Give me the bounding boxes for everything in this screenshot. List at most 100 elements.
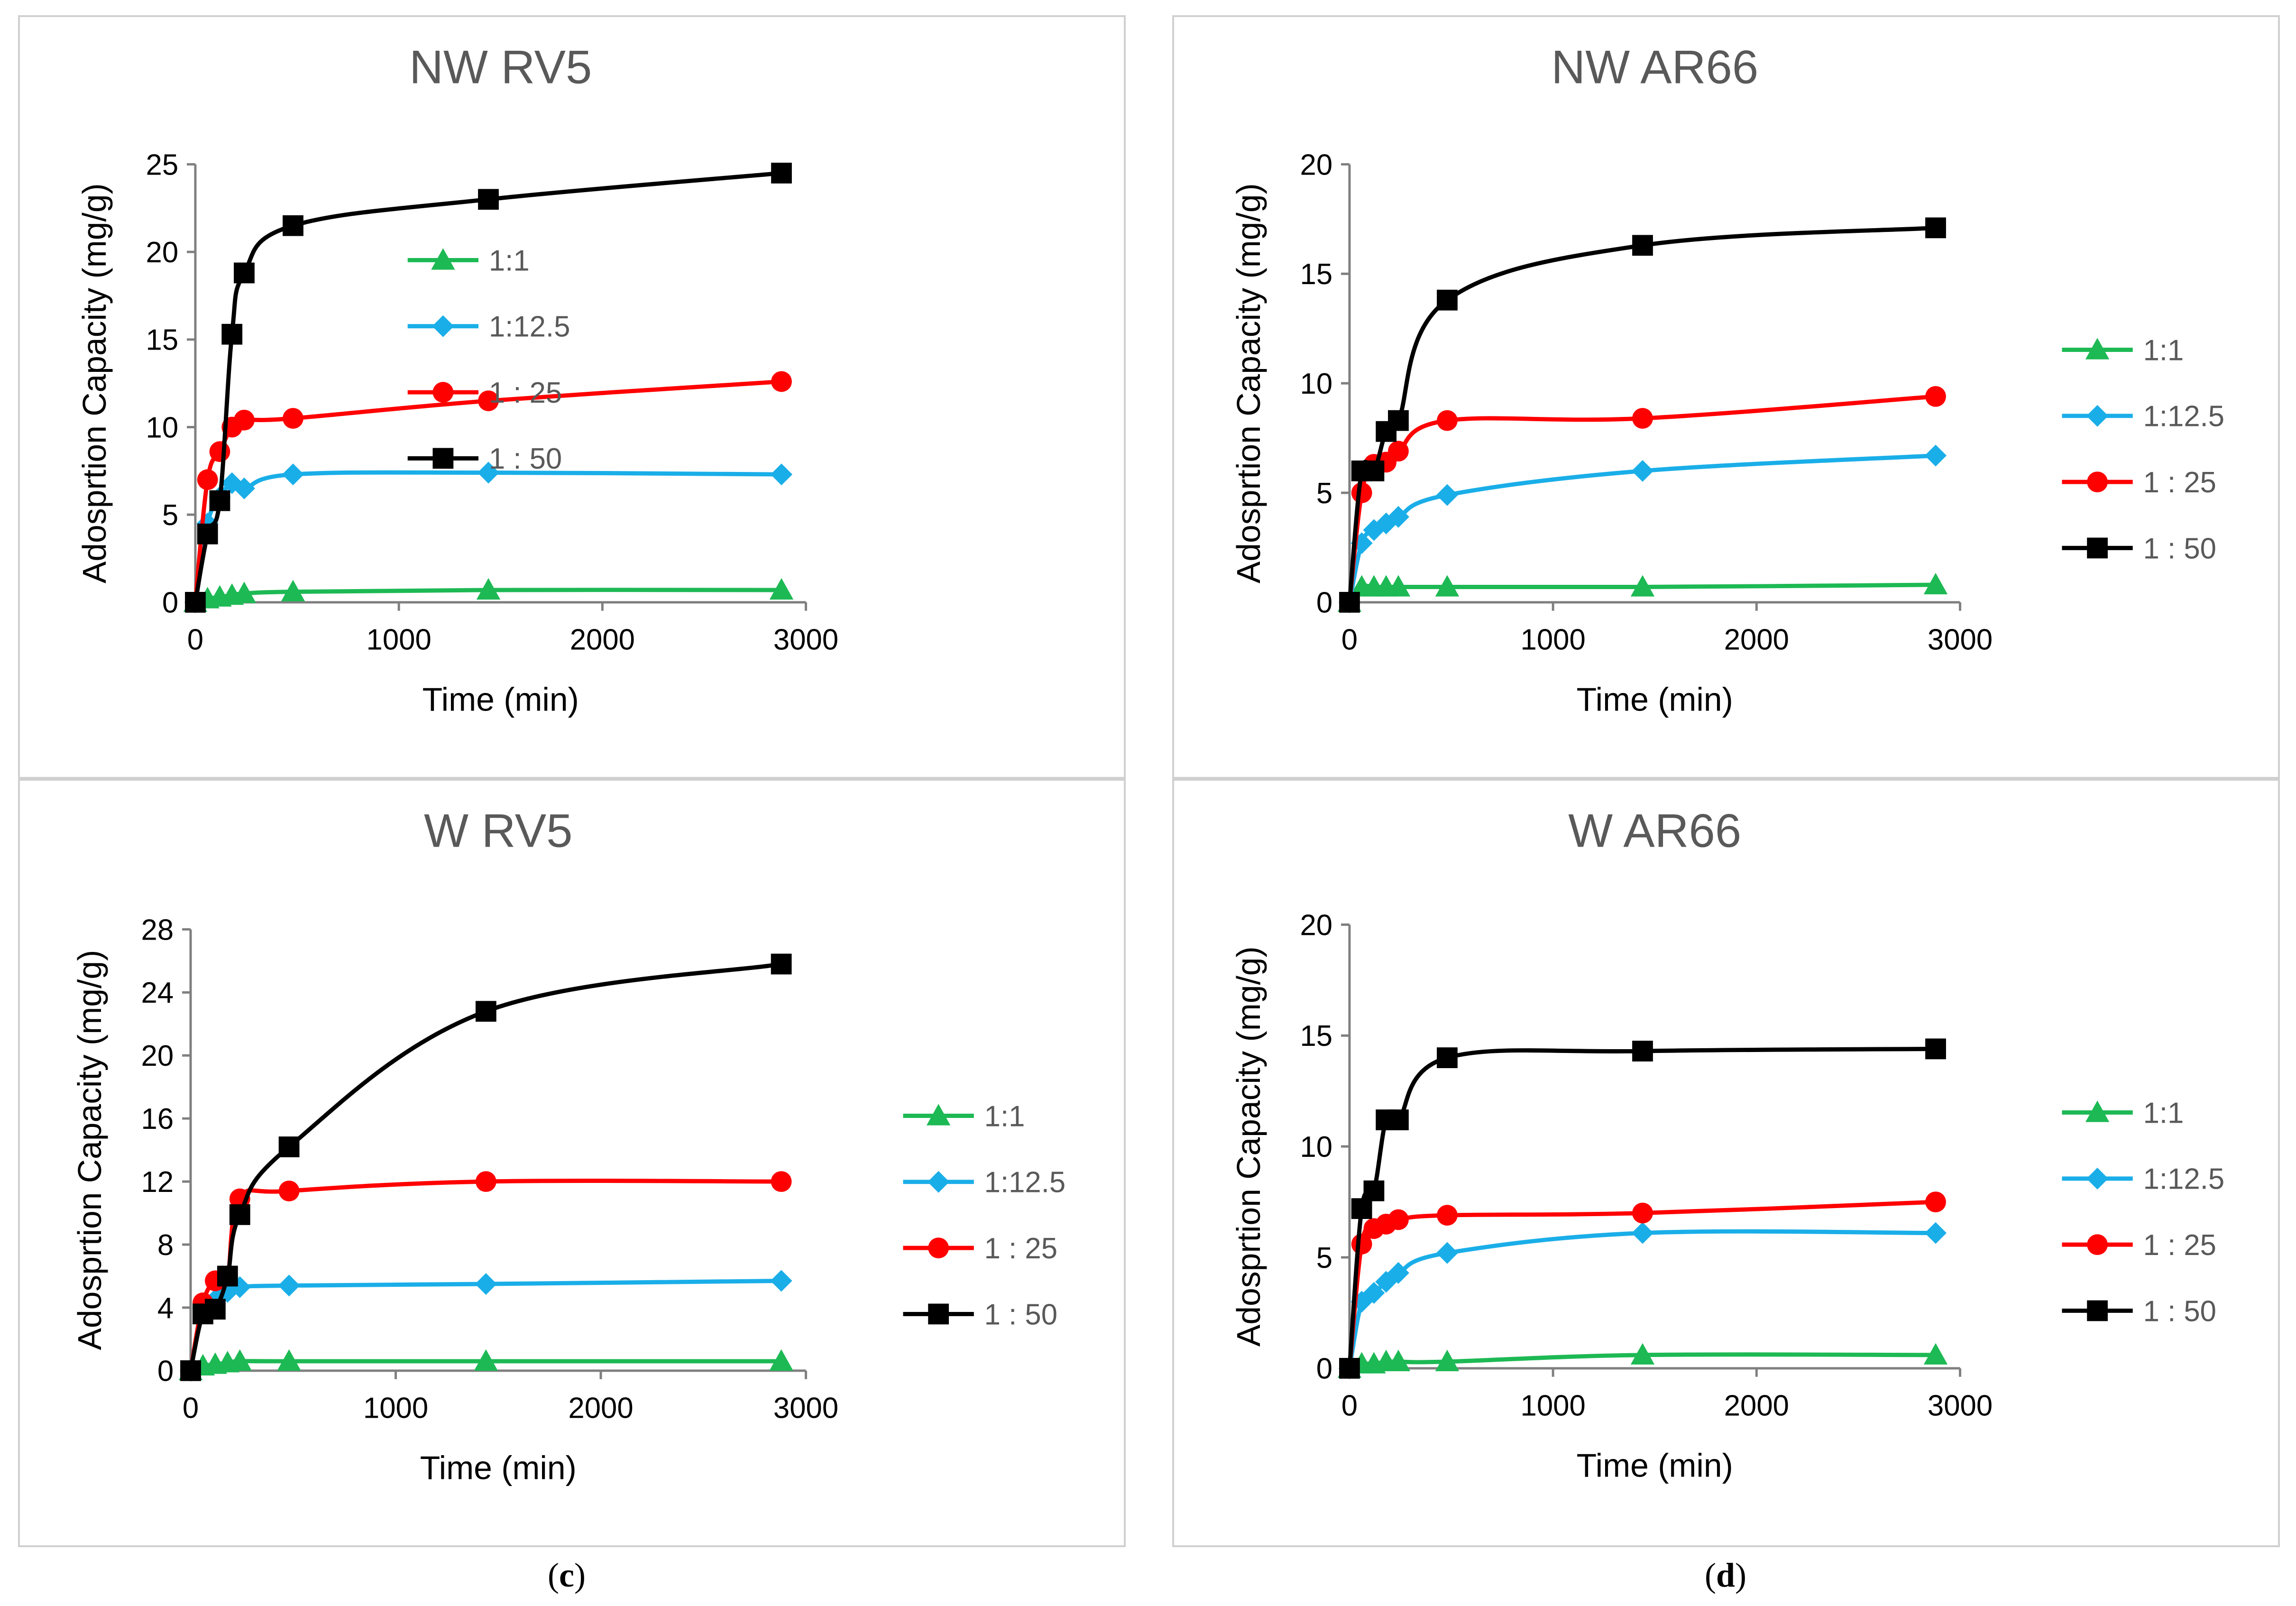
chart-title: NW RV5 bbox=[409, 41, 592, 93]
data-point bbox=[478, 390, 499, 411]
data-point bbox=[1386, 1349, 1411, 1371]
legend-label: 1:1 bbox=[2143, 1097, 2184, 1129]
legend-marker bbox=[432, 382, 454, 403]
legend-label: 1 : 50 bbox=[489, 443, 562, 475]
y-tick-label: 5 bbox=[1316, 1242, 1332, 1274]
data-point bbox=[1925, 1191, 1946, 1212]
series-1-50 bbox=[1339, 1038, 1946, 1379]
data-point bbox=[1436, 1242, 1458, 1264]
data-point bbox=[1925, 1222, 1947, 1244]
data-point bbox=[217, 1265, 238, 1287]
legend-label: 1 : 25 bbox=[489, 377, 562, 409]
chart-panel-nw-rv5: NW RV5 0 5 10 15 20 25 0 1000 2000 3000 Time (min) A… bbox=[18, 15, 1126, 779]
series-1-1 bbox=[178, 1349, 793, 1380]
legend-label: 1 : 25 bbox=[2143, 466, 2216, 499]
y-tick-label: 20 bbox=[1300, 148, 1333, 181]
y-tick-label: 24 bbox=[141, 977, 174, 1009]
y-tick-label: 20 bbox=[146, 236, 179, 269]
x-axis-label: Time (min) bbox=[1577, 681, 1733, 718]
y-tick-label: 12 bbox=[141, 1166, 174, 1199]
chart-svg-nw-ar66: NW AR66 0 5 10 15 20 0 1000 2000 3000 Time (min) Ad… bbox=[1230, 41, 2225, 718]
data-point bbox=[185, 591, 206, 613]
data-point bbox=[1925, 1038, 1946, 1060]
data-point bbox=[1925, 217, 1946, 239]
legend: 1:1 1:12.5 1 : 25 1 : 50 bbox=[407, 244, 570, 475]
x-tick-label: 3000 bbox=[1928, 623, 1993, 656]
x-axis-label: Time (min) bbox=[1577, 1447, 1733, 1484]
chart-panel-nw-ar66: NW AR66 0 5 10 15 20 0 1000 2000 3000 Time (min) Ad… bbox=[1172, 15, 2280, 779]
data-point bbox=[209, 490, 230, 511]
y-tick-label: 25 bbox=[146, 148, 179, 181]
data-point bbox=[277, 1349, 301, 1371]
legend-label: 1:12.5 bbox=[2143, 400, 2225, 433]
data-point bbox=[1632, 1202, 1653, 1224]
x-axis-label: Time (min) bbox=[422, 681, 579, 718]
data-point bbox=[1925, 386, 1946, 407]
data-point bbox=[233, 477, 255, 499]
data-point bbox=[1388, 1209, 1409, 1230]
data-point bbox=[475, 1273, 497, 1295]
data-point bbox=[283, 215, 303, 236]
legend-marker bbox=[2086, 1167, 2109, 1190]
data-point bbox=[1632, 460, 1653, 482]
data-point bbox=[197, 469, 218, 490]
x-tick-label: 0 bbox=[187, 623, 203, 656]
data-point bbox=[1363, 1180, 1385, 1201]
legend-label: 1 : 25 bbox=[984, 1232, 1057, 1265]
data-point bbox=[1387, 506, 1409, 528]
data-point bbox=[232, 581, 257, 603]
legend-marker bbox=[926, 1104, 951, 1126]
legend-marker bbox=[928, 1237, 949, 1259]
series-1-50 bbox=[180, 953, 792, 1381]
subfigure-label-c-letter: c bbox=[559, 1556, 574, 1594]
data-point bbox=[475, 1001, 496, 1022]
data-point bbox=[1435, 1349, 1460, 1371]
y-axis-label: Adosprtion Capacity (mg/g) bbox=[1230, 183, 1267, 583]
x-tick-label: 1000 bbox=[367, 623, 432, 656]
legend-label: 1 : 50 bbox=[984, 1298, 1057, 1331]
legend-marker bbox=[928, 1303, 949, 1325]
chart-title: W AR66 bbox=[1568, 804, 1741, 857]
data-point bbox=[1351, 1198, 1372, 1219]
legend: 1:1 1:12.5 1 : 25 1 : 50 bbox=[903, 1100, 1065, 1331]
data-point bbox=[205, 1299, 226, 1320]
legend-label: 1:1 bbox=[984, 1100, 1025, 1133]
data-point bbox=[1339, 591, 1360, 613]
x-tick-label: 2000 bbox=[568, 1392, 633, 1424]
legend-marker bbox=[2085, 1100, 2110, 1122]
legend-marker bbox=[928, 1171, 950, 1193]
legend-label: 1 : 25 bbox=[2143, 1229, 2216, 1262]
data-point bbox=[1386, 575, 1411, 597]
legend-label: 1:12.5 bbox=[489, 311, 570, 343]
subfigure-label-c-open: ( bbox=[548, 1556, 559, 1594]
data-point bbox=[229, 1204, 250, 1225]
data-point bbox=[769, 1349, 793, 1371]
y-tick-label: 10 bbox=[146, 411, 179, 444]
data-point bbox=[769, 578, 794, 600]
data-point bbox=[1388, 441, 1409, 462]
data-point bbox=[221, 472, 243, 494]
data-point bbox=[771, 463, 793, 486]
y-tick-label: 10 bbox=[1300, 1131, 1332, 1163]
x-tick-label: 1000 bbox=[363, 1392, 428, 1424]
y-tick-label: 4 bbox=[157, 1292, 174, 1325]
data-point bbox=[1437, 1047, 1458, 1068]
data-point bbox=[281, 580, 305, 601]
y-tick-label: 16 bbox=[141, 1103, 174, 1135]
data-point bbox=[197, 523, 218, 545]
y-tick-label: 28 bbox=[141, 914, 174, 946]
y-tick-label: 10 bbox=[1300, 368, 1333, 400]
data-point bbox=[1388, 410, 1409, 431]
legend-marker bbox=[2087, 537, 2108, 559]
series-1-50 bbox=[185, 163, 792, 613]
legend-marker bbox=[2087, 471, 2108, 492]
y-axis-label: Adosprtion Capacity (mg/g) bbox=[76, 183, 113, 583]
x-tick-label: 2000 bbox=[570, 623, 635, 656]
series-1-50 bbox=[1339, 217, 1946, 613]
y-tick-label: 5 bbox=[1316, 477, 1332, 510]
legend-label: 1 : 50 bbox=[2143, 532, 2216, 565]
y-tick-label: 15 bbox=[1300, 258, 1333, 291]
chart-svg-w-ar66: W AR66 0 5 10 15 20 0 1000 2000 3000 Time (min) Ado… bbox=[1230, 804, 2224, 1484]
data-point bbox=[1632, 1222, 1653, 1244]
data-point bbox=[771, 163, 792, 184]
